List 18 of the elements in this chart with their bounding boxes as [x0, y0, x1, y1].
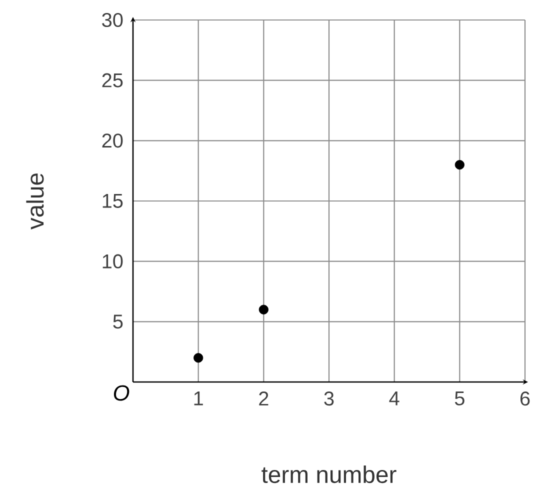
point	[194, 353, 204, 363]
x-tick-label: 4	[389, 392, 400, 406]
y-tick-label: 30	[102, 12, 123, 28]
x-tick-label: 6	[520, 392, 530, 406]
x-axis-title: term number	[262, 466, 396, 484]
y-tick-label: 25	[102, 73, 123, 88]
text: O	[114, 385, 130, 401]
y-tick-label: 20	[102, 134, 123, 148]
y-tick-label: 15	[102, 194, 123, 208]
x-tick-label: 3	[324, 392, 334, 406]
y-tick-label: 5	[113, 314, 123, 329]
x-tick-label: 2	[259, 392, 268, 406]
point	[454, 160, 464, 170]
y-axis-title: value	[26, 173, 44, 230]
point	[258, 304, 268, 314]
x-tick-label: 5	[454, 392, 464, 406]
x-tick-label: 1	[194, 392, 203, 406]
y-tick-label: 10	[102, 254, 123, 268]
